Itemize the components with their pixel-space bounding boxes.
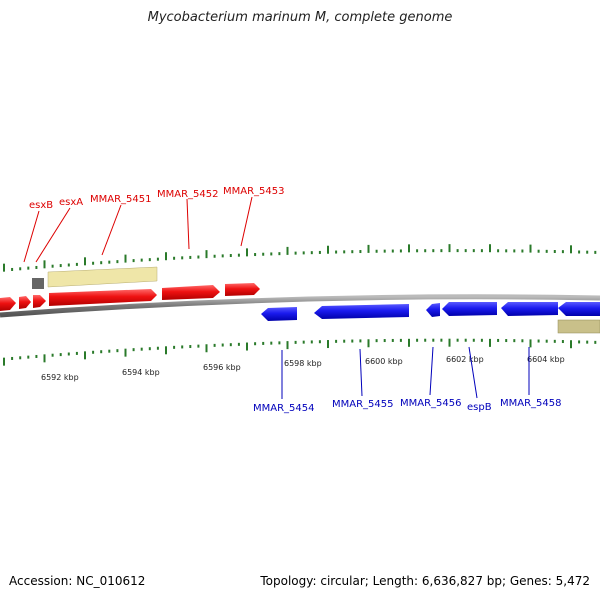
label-leader-esxA [35, 207, 71, 263]
label-leader-MMAR_5455 [359, 348, 363, 397]
scale-label: 6602 kbp [446, 355, 484, 364]
gene-label-MMAR_5453: MMAR_5453 [223, 186, 285, 197]
label-leader-MMAR_5451 [101, 204, 122, 256]
gene-arrow-forward [49, 289, 157, 306]
gene-arrow-reverse [442, 302, 497, 316]
gene-label-MMAR_5451: MMAR_5451 [90, 194, 152, 205]
gene-arrow-reverse [426, 303, 440, 317]
gene-arrow-forward [225, 283, 260, 296]
gene-arrow-reverse [558, 302, 600, 316]
gene-arrow-reverse [501, 302, 558, 316]
gene-arrow-forward [162, 285, 220, 300]
scale-label: 6596 kbp [203, 363, 241, 372]
scale-label: 6600 kbp [365, 357, 403, 366]
gene-label-espB: espB [467, 402, 492, 413]
label-leader-esxB [23, 210, 40, 263]
label-leader-MMAR_5452 [186, 198, 190, 250]
label-leader-MMAR_5453 [240, 196, 253, 247]
scale-ticks-top [3, 244, 597, 272]
gene-label-MMAR_5455: MMAR_5455 [332, 399, 394, 410]
gene-label-esxA: esxA [59, 197, 83, 208]
scale-label: 6598 kbp [284, 359, 322, 368]
gene-arrow-forward [0, 297, 16, 311]
gene-block-gray [32, 278, 44, 289]
scale-ticks-bottom [3, 338, 597, 366]
label-leader-MMAR_5456 [429, 346, 434, 396]
gene-label-MMAR_5454: MMAR_5454 [253, 403, 315, 414]
gene-label-esxB: esxB [29, 200, 53, 211]
genome-info-text: Topology: circular; Length: 6,636,827 bp… [260, 574, 590, 588]
gene-arrow-forward [19, 296, 31, 309]
genome-backbone [0, 294, 600, 318]
accession-text: Accession: NC_010612 [9, 574, 146, 588]
scale-label: 6604 kbp [527, 355, 565, 364]
region-forward [47, 266, 158, 288]
gene-label-MMAR_5452: MMAR_5452 [157, 189, 219, 200]
gene-arrow-reverse [314, 304, 409, 319]
label-leader-espB [468, 346, 478, 399]
gene-label-MMAR_5456: MMAR_5456 [400, 398, 462, 409]
gene-arrow-forward [33, 295, 46, 308]
gene-arrow-reverse [261, 307, 297, 321]
scale-label: 6594 kbp [122, 368, 160, 377]
genome-title: Mycobacterium marinum M, complete genome [147, 10, 453, 25]
region-reverse [557, 319, 600, 334]
gene-label-MMAR_5458: MMAR_5458 [500, 398, 562, 409]
scale-label: 6592 kbp [41, 373, 79, 382]
